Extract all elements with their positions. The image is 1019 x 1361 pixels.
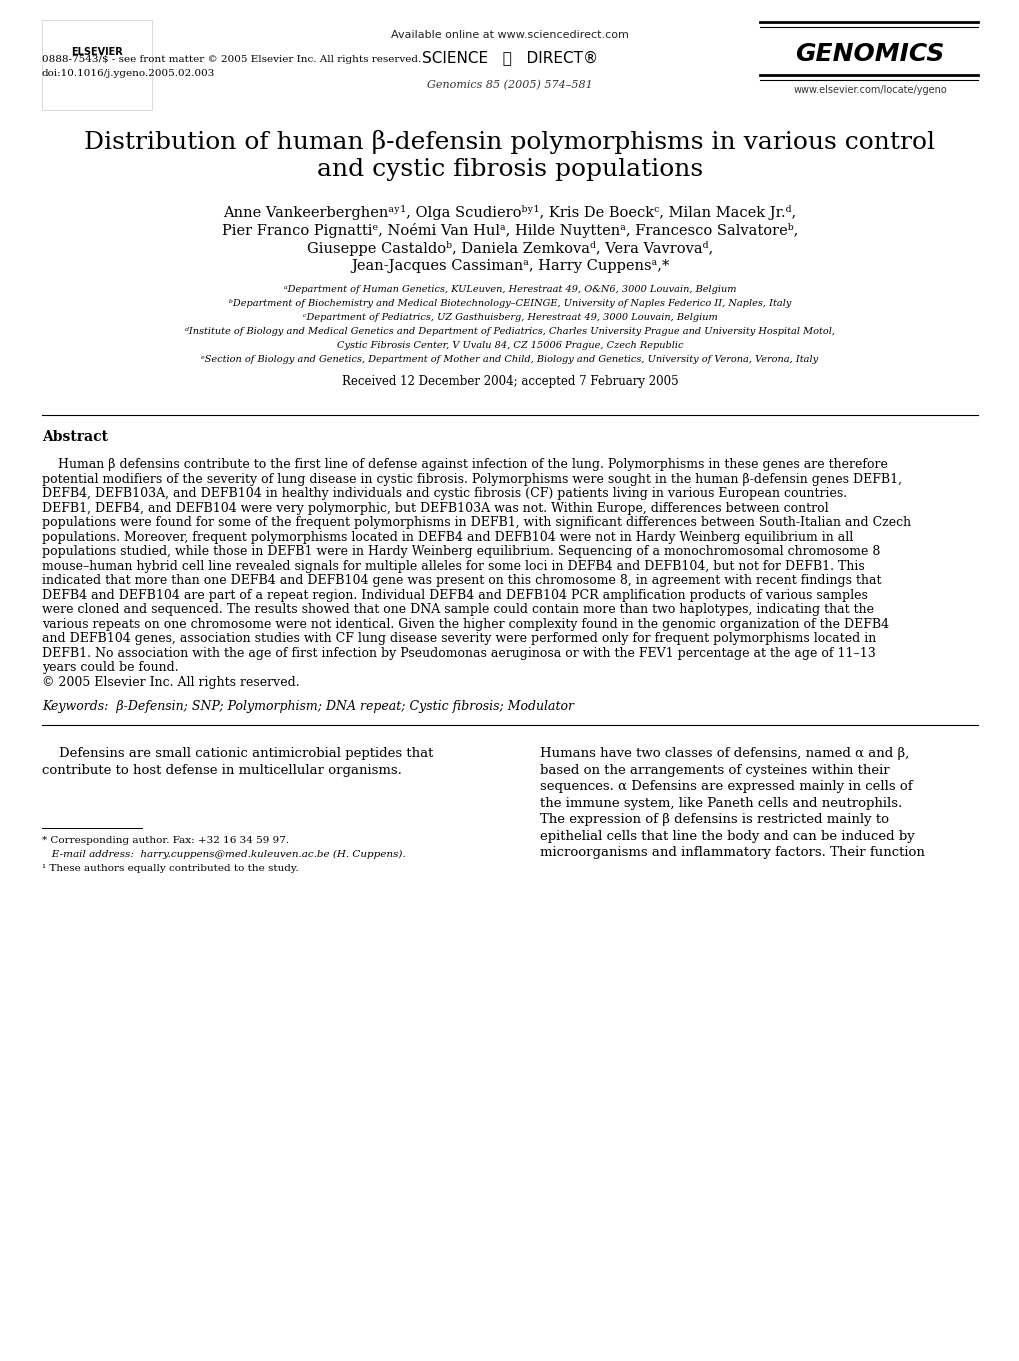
Text: DEFB1, DEFB4, and DEFB104 were very polymorphic, but DEFB103A was not. Within Eu: DEFB1, DEFB4, and DEFB104 were very poly… [42,501,827,514]
Text: Jean-Jacques Cassimanᵃ, Harry Cuppensᵃ,*: Jean-Jacques Cassimanᵃ, Harry Cuppensᵃ,* [351,259,668,274]
Text: Available online at www.sciencedirect.com: Available online at www.sciencedirect.co… [390,30,629,39]
Text: microorganisms and inflammatory factors. Their function: microorganisms and inflammatory factors.… [539,847,924,859]
Text: Anne Vankeerberghenᵃʸ¹, Olga Scudieroᵇʸ¹, Kris De Boeckᶜ, Milan Macek Jr.ᵈ,: Anne Vankeerberghenᵃʸ¹, Olga Scudieroᵇʸ¹… [223,206,796,220]
Text: contribute to host defense in multicellular organisms.: contribute to host defense in multicellu… [42,764,401,777]
Text: The expression of β defensins is restricted mainly to: The expression of β defensins is restric… [539,813,889,826]
Text: ᵃDepartment of Human Genetics, KULeuven, Herestraat 49, O&N6, 3000 Louvain, Belg: ᵃDepartment of Human Genetics, KULeuven,… [283,284,736,294]
Text: Genomics 85 (2005) 574–581: Genomics 85 (2005) 574–581 [427,80,592,90]
Text: were cloned and sequenced. The results showed that one DNA sample could contain : were cloned and sequenced. The results s… [42,603,873,617]
Text: Cystic Fibrosis Center, V Uvalu 84, CZ 15006 Prague, Czech Republic: Cystic Fibrosis Center, V Uvalu 84, CZ 1… [336,342,683,350]
Text: based on the arrangements of cysteines within their: based on the arrangements of cysteines w… [539,764,889,777]
Text: 0888-7543/$ - see front matter © 2005 Elsevier Inc. All rights reserved.: 0888-7543/$ - see front matter © 2005 El… [42,54,421,64]
Text: populations were found for some of the frequent polymorphisms in DEFB1, with sig: populations were found for some of the f… [42,516,910,529]
Text: and DEFB104 genes, association studies with CF lung disease severity were perfor: and DEFB104 genes, association studies w… [42,632,875,645]
Text: doi:10.1016/j.ygeno.2005.02.003: doi:10.1016/j.ygeno.2005.02.003 [42,69,215,78]
Text: Defensins are small cationic antimicrobial peptides that: Defensins are small cationic antimicrobi… [42,747,433,759]
Text: ᶜDepartment of Pediatrics, UZ Gasthuisberg, Herestraat 49, 3000 Louvain, Belgium: ᶜDepartment of Pediatrics, UZ Gasthuisbe… [303,313,716,323]
Text: indicated that more than one DEFB4 and DEFB104 gene was present on this chromoso: indicated that more than one DEFB4 and D… [42,574,880,587]
Text: various repeats on one chromosome were not identical. Given the higher complexit: various repeats on one chromosome were n… [42,618,889,630]
Bar [42,20,152,110]
Text: DEFB1. No association with the age of first infection by Pseudomonas aeruginosa : DEFB1. No association with the age of fi… [42,646,875,660]
Text: Keywords:  β-Defensin; SNP; Polymorphism; DNA repeat; Cystic fibrosis; Modulator: Keywords: β-Defensin; SNP; Polymorphism;… [42,700,574,713]
Text: sequences. α Defensins are expressed mainly in cells of: sequences. α Defensins are expressed mai… [539,780,912,793]
Text: populations. Moreover, frequent polymorphisms located in DEFB4 and DEFB104 were : populations. Moreover, frequent polymorp… [42,531,853,543]
Text: ¹ These authors equally contributed to the study.: ¹ These authors equally contributed to t… [42,864,299,872]
Text: ᵈInstitute of Biology and Medical Genetics and Department of Pediatrics, Charles: ᵈInstitute of Biology and Medical Geneti… [184,327,835,336]
Text: DEFB4 and DEFB104 are part of a repeat region. Individual DEFB4 and DEFB104 PCR : DEFB4 and DEFB104 are part of a repeat r… [42,588,867,602]
Text: E-mail address:  harry.cuppens@med.kuleuven.ac.be (H. Cuppens).: E-mail address: harry.cuppens@med.kuleuv… [42,851,406,859]
Text: potential modifiers of the severity of lung disease in cystic fibrosis. Polymorp: potential modifiers of the severity of l… [42,472,901,486]
Text: Received 12 December 2004; accepted 7 February 2005: Received 12 December 2004; accepted 7 Fe… [341,376,678,388]
Text: SCIENCE   ⓐ   DIRECT®: SCIENCE ⓐ DIRECT® [422,50,597,65]
Text: and cystic fibrosis populations: and cystic fibrosis populations [317,158,702,181]
Text: Distribution of human β-defensin polymorphisms in various control: Distribution of human β-defensin polymor… [85,131,934,154]
Text: Human β defensins contribute to the first line of defense against infection of t: Human β defensins contribute to the firs… [42,459,887,471]
Text: Humans have two classes of defensins, named α and β,: Humans have two classes of defensins, na… [539,747,908,759]
Text: Abstract: Abstract [42,430,108,444]
Text: © 2005 Elsevier Inc. All rights reserved.: © 2005 Elsevier Inc. All rights reserved… [42,675,300,689]
Text: GENOMICS: GENOMICS [795,42,944,65]
Text: years could be found.: years could be found. [42,661,178,674]
Text: www.elsevier.com/locate/ygeno: www.elsevier.com/locate/ygeno [793,84,946,95]
Text: Giuseppe Castaldoᵇ, Daniela Zemkovaᵈ, Vera Vavrovaᵈ,: Giuseppe Castaldoᵇ, Daniela Zemkovaᵈ, Ve… [307,241,712,256]
Text: DEFB4, DEFB103A, and DEFB104 in healthy individuals and cystic fibrosis (CF) pat: DEFB4, DEFB103A, and DEFB104 in healthy … [42,487,847,499]
Text: the immune system, like Paneth cells and neutrophils.: the immune system, like Paneth cells and… [539,796,902,810]
Text: Pier Franco Pignattiᵉ, Noémi Van Hulᵃ, Hilde Nuyttenᵃ, Francesco Salvatoreᵇ,: Pier Franco Pignattiᵉ, Noémi Van Hulᵃ, H… [221,223,798,238]
Text: ELSEVIER: ELSEVIER [71,46,122,57]
Text: * Corresponding author. Fax: +32 16 34 59 97.: * Corresponding author. Fax: +32 16 34 5… [42,836,288,845]
Text: ᵉSection of Biology and Genetics, Department of Mother and Child, Biology and Ge: ᵉSection of Biology and Genetics, Depart… [201,355,818,363]
Text: ᵇDepartment of Biochemistry and Medical Biotechnology–CEINGE, University of Napl: ᵇDepartment of Biochemistry and Medical … [228,299,791,308]
Text: epithelial cells that line the body and can be induced by: epithelial cells that line the body and … [539,829,914,842]
Text: mouse–human hybrid cell line revealed signals for multiple alleles for some loci: mouse–human hybrid cell line revealed si… [42,559,864,573]
Text: populations studied, while those in DEFB1 were in Hardy Weinberg equilibrium. Se: populations studied, while those in DEFB… [42,544,879,558]
